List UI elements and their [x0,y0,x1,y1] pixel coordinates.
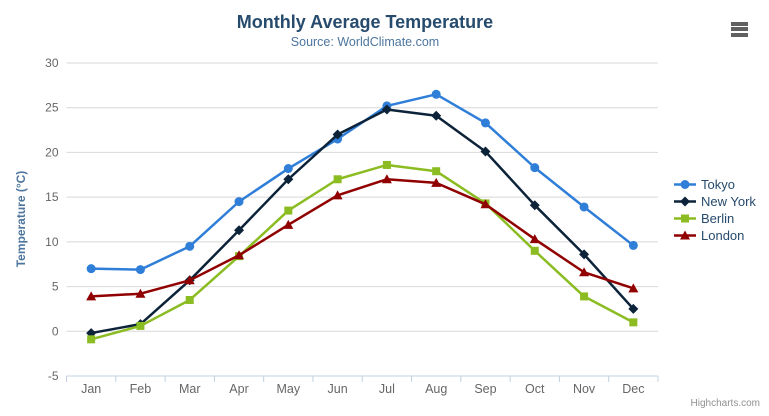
series-new-york[interactable] [86,104,639,339]
y-axis-title: Temperature (°C) [14,170,28,268]
x-axis-label: Oct [525,382,545,396]
circle-marker-icon[interactable] [628,240,638,250]
diamond-marker-icon[interactable] [332,129,343,140]
circle-marker-icon[interactable] [431,89,441,99]
diamond-marker-icon[interactable] [480,146,491,157]
triangle-marker-icon[interactable] [283,219,294,229]
y-axis-label: 30 [45,56,59,70]
legend-circle-marker-icon [674,180,696,189]
x-axis-label: Nov [573,382,596,396]
square-marker-icon[interactable] [629,318,638,327]
triangle-marker-icon[interactable] [381,174,392,184]
triangle-marker-icon[interactable] [579,267,590,277]
diamond-marker-icon[interactable] [234,225,245,236]
square-marker-icon[interactable] [432,167,441,176]
diamond-marker-icon[interactable] [628,303,639,314]
y-axis-label: 10 [45,235,59,249]
square-marker-icon[interactable] [136,321,145,330]
x-axis-label: May [277,382,301,396]
x-axis-label: Jan [81,382,101,396]
diamond-marker-icon[interactable] [579,249,590,260]
square-marker-icon[interactable] [87,335,96,344]
legend-item-berlin[interactable]: Berlin [674,210,756,227]
triangle-marker-icon[interactable] [184,275,195,285]
legend-item-london[interactable]: London [674,227,756,244]
legend-item-new-york[interactable]: New York [674,193,756,210]
legend-diamond-marker-icon [674,196,696,207]
square-marker-icon[interactable] [580,292,589,301]
triangle-marker-icon[interactable] [86,291,97,301]
y-axis-label: 25 [45,101,59,115]
legend-label: New York [701,194,756,209]
series-line-new-york [89,108,635,335]
circle-marker-icon[interactable] [234,197,244,207]
x-axis-label: Apr [229,382,248,396]
legend-square-marker-icon [674,214,696,223]
series-line-london [89,178,635,298]
export-menu-button[interactable] [729,19,751,39]
x-axis-label: Feb [130,382,152,396]
legend: Tokyo New York Berlin London [674,176,756,244]
square-marker-icon[interactable] [284,206,293,215]
circle-marker-icon[interactable] [283,164,293,174]
square-marker-icon[interactable] [382,160,391,169]
x-axis-label: Sep [474,382,496,396]
x-axis-label: Aug [425,382,447,396]
triangle-marker-icon[interactable] [480,199,491,209]
credits-link[interactable]: Highcharts.com [690,398,760,409]
triangle-marker-icon[interactable] [628,283,639,293]
x-axis-label: Jul [379,382,395,396]
circle-marker-icon[interactable] [579,202,589,212]
triangle-marker-icon[interactable] [332,190,343,200]
x-axis-label: Mar [179,382,201,396]
legend-label: Tokyo [701,177,735,192]
circle-marker-icon[interactable] [530,163,540,173]
legend-item-tokyo[interactable]: Tokyo [674,176,756,193]
y-axis-label: 20 [45,145,59,159]
circle-marker-icon[interactable] [135,265,145,275]
legend-label: Berlin [701,211,735,226]
square-marker-icon[interactable] [333,175,342,184]
y-axis-label: -5 [48,369,59,383]
series-line-tokyo [89,93,635,271]
diamond-marker-icon[interactable] [431,110,442,121]
x-axis-label: Dec [622,382,644,396]
diamond-marker-icon[interactable] [381,104,392,115]
triangle-marker-icon[interactable] [234,250,245,260]
circle-marker-icon[interactable] [185,241,195,251]
y-axis-label: 15 [45,190,59,204]
chart-subtitle: Source: WorldClimate.com [290,35,440,49]
y-axis-label: 0 [52,324,59,338]
triangle-marker-icon[interactable] [135,288,146,298]
series-london[interactable] [86,174,639,301]
circle-marker-icon[interactable] [86,264,96,274]
y-axis-label: 5 [52,280,59,294]
series-tokyo[interactable] [86,89,638,275]
triangle-marker-icon[interactable] [431,177,442,187]
square-marker-icon[interactable] [185,295,194,304]
diamond-marker-icon[interactable] [283,174,294,185]
legend-label: London [701,228,745,243]
diamond-marker-icon[interactable] [529,200,540,211]
circle-marker-icon[interactable] [480,118,490,128]
triangle-marker-icon[interactable] [529,234,540,244]
legend-triangle-marker-icon [674,230,696,240]
square-marker-icon[interactable] [530,246,539,255]
x-axis-label: Jun [328,382,348,396]
series-line-berlin [89,163,635,341]
chart-title: Monthly Average Temperature [236,12,494,32]
